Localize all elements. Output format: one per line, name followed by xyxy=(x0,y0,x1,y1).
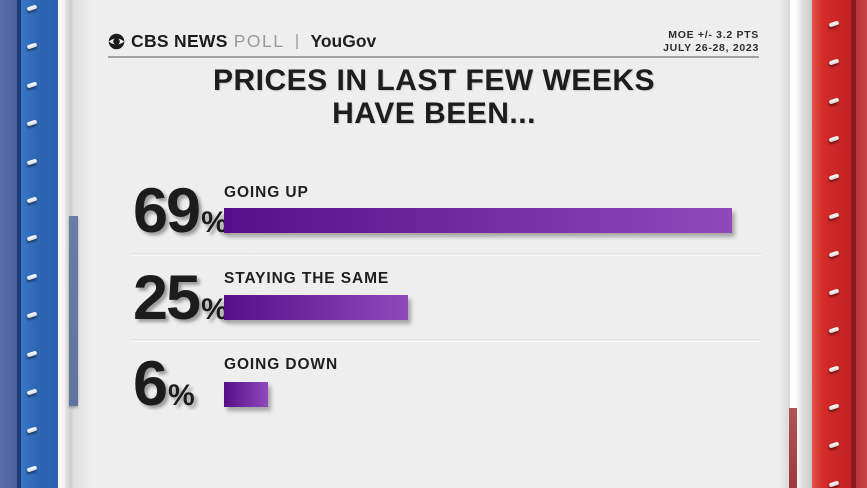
category-label: GOING UP xyxy=(224,184,309,201)
brand-lockup: CBS NEWS POLL YouGov xyxy=(108,26,376,52)
right-card-edge-fade xyxy=(778,0,790,488)
right-red-binding-strip xyxy=(812,0,851,488)
bar-fill xyxy=(224,208,732,233)
bar-track xyxy=(224,295,732,320)
page-title: PRICES IN LAST FEW WEEKS HAVE BEEN... xyxy=(90,64,778,130)
row-divider xyxy=(130,253,762,256)
cbs-news-label: CBS NEWS xyxy=(131,31,228,51)
left-panel-outer xyxy=(0,0,17,488)
poll-label: POLL xyxy=(233,31,285,51)
bar-fill xyxy=(224,295,409,320)
moe-block: MOE +/- 3.2 PTS JULY 26-28, 2023 xyxy=(663,26,759,54)
bar-track xyxy=(224,382,732,407)
brand-divider xyxy=(296,34,299,49)
header-rule xyxy=(108,56,759,58)
yougov-label: YouGov xyxy=(310,31,377,51)
right-card-edge-shadow xyxy=(801,0,812,488)
left-card-edge-highlight xyxy=(58,0,65,488)
category-label: GOING DOWN xyxy=(224,356,339,373)
date-line: JULY 26-28, 2023 xyxy=(663,41,759,54)
title-line-2: HAVE BEEN... xyxy=(332,97,536,130)
right-panel-outer xyxy=(856,0,867,488)
bar-track xyxy=(224,208,732,233)
row-divider xyxy=(130,339,762,342)
moe-line: MOE +/- 3.2 PTS xyxy=(668,29,759,41)
percent-sign: % xyxy=(201,206,228,239)
category-label: STAYING THE SAME xyxy=(224,270,390,287)
left-back-sheet xyxy=(69,216,78,406)
right-panel-dark-edge xyxy=(851,0,856,488)
left-panel-dark-edge xyxy=(17,0,21,488)
left-blue-binding-strip xyxy=(21,0,58,488)
right-back-sheet xyxy=(789,408,797,488)
bar-fill xyxy=(224,382,269,407)
header: CBS NEWS POLL YouGov MOE +/- 3.2 PTS JUL… xyxy=(108,26,759,54)
left-card-edge-fade xyxy=(75,0,91,488)
value-label: 69% xyxy=(133,176,228,246)
value-label: 6% xyxy=(133,349,195,419)
title-line-1: PRICES IN LAST FEW WEEKS xyxy=(212,64,656,97)
cbs-eye-icon xyxy=(108,33,125,50)
percent-sign: % xyxy=(201,293,228,326)
value-label: 25% xyxy=(133,263,228,333)
right-card-edge-highlight xyxy=(790,0,801,488)
percent-sign: % xyxy=(168,379,195,412)
